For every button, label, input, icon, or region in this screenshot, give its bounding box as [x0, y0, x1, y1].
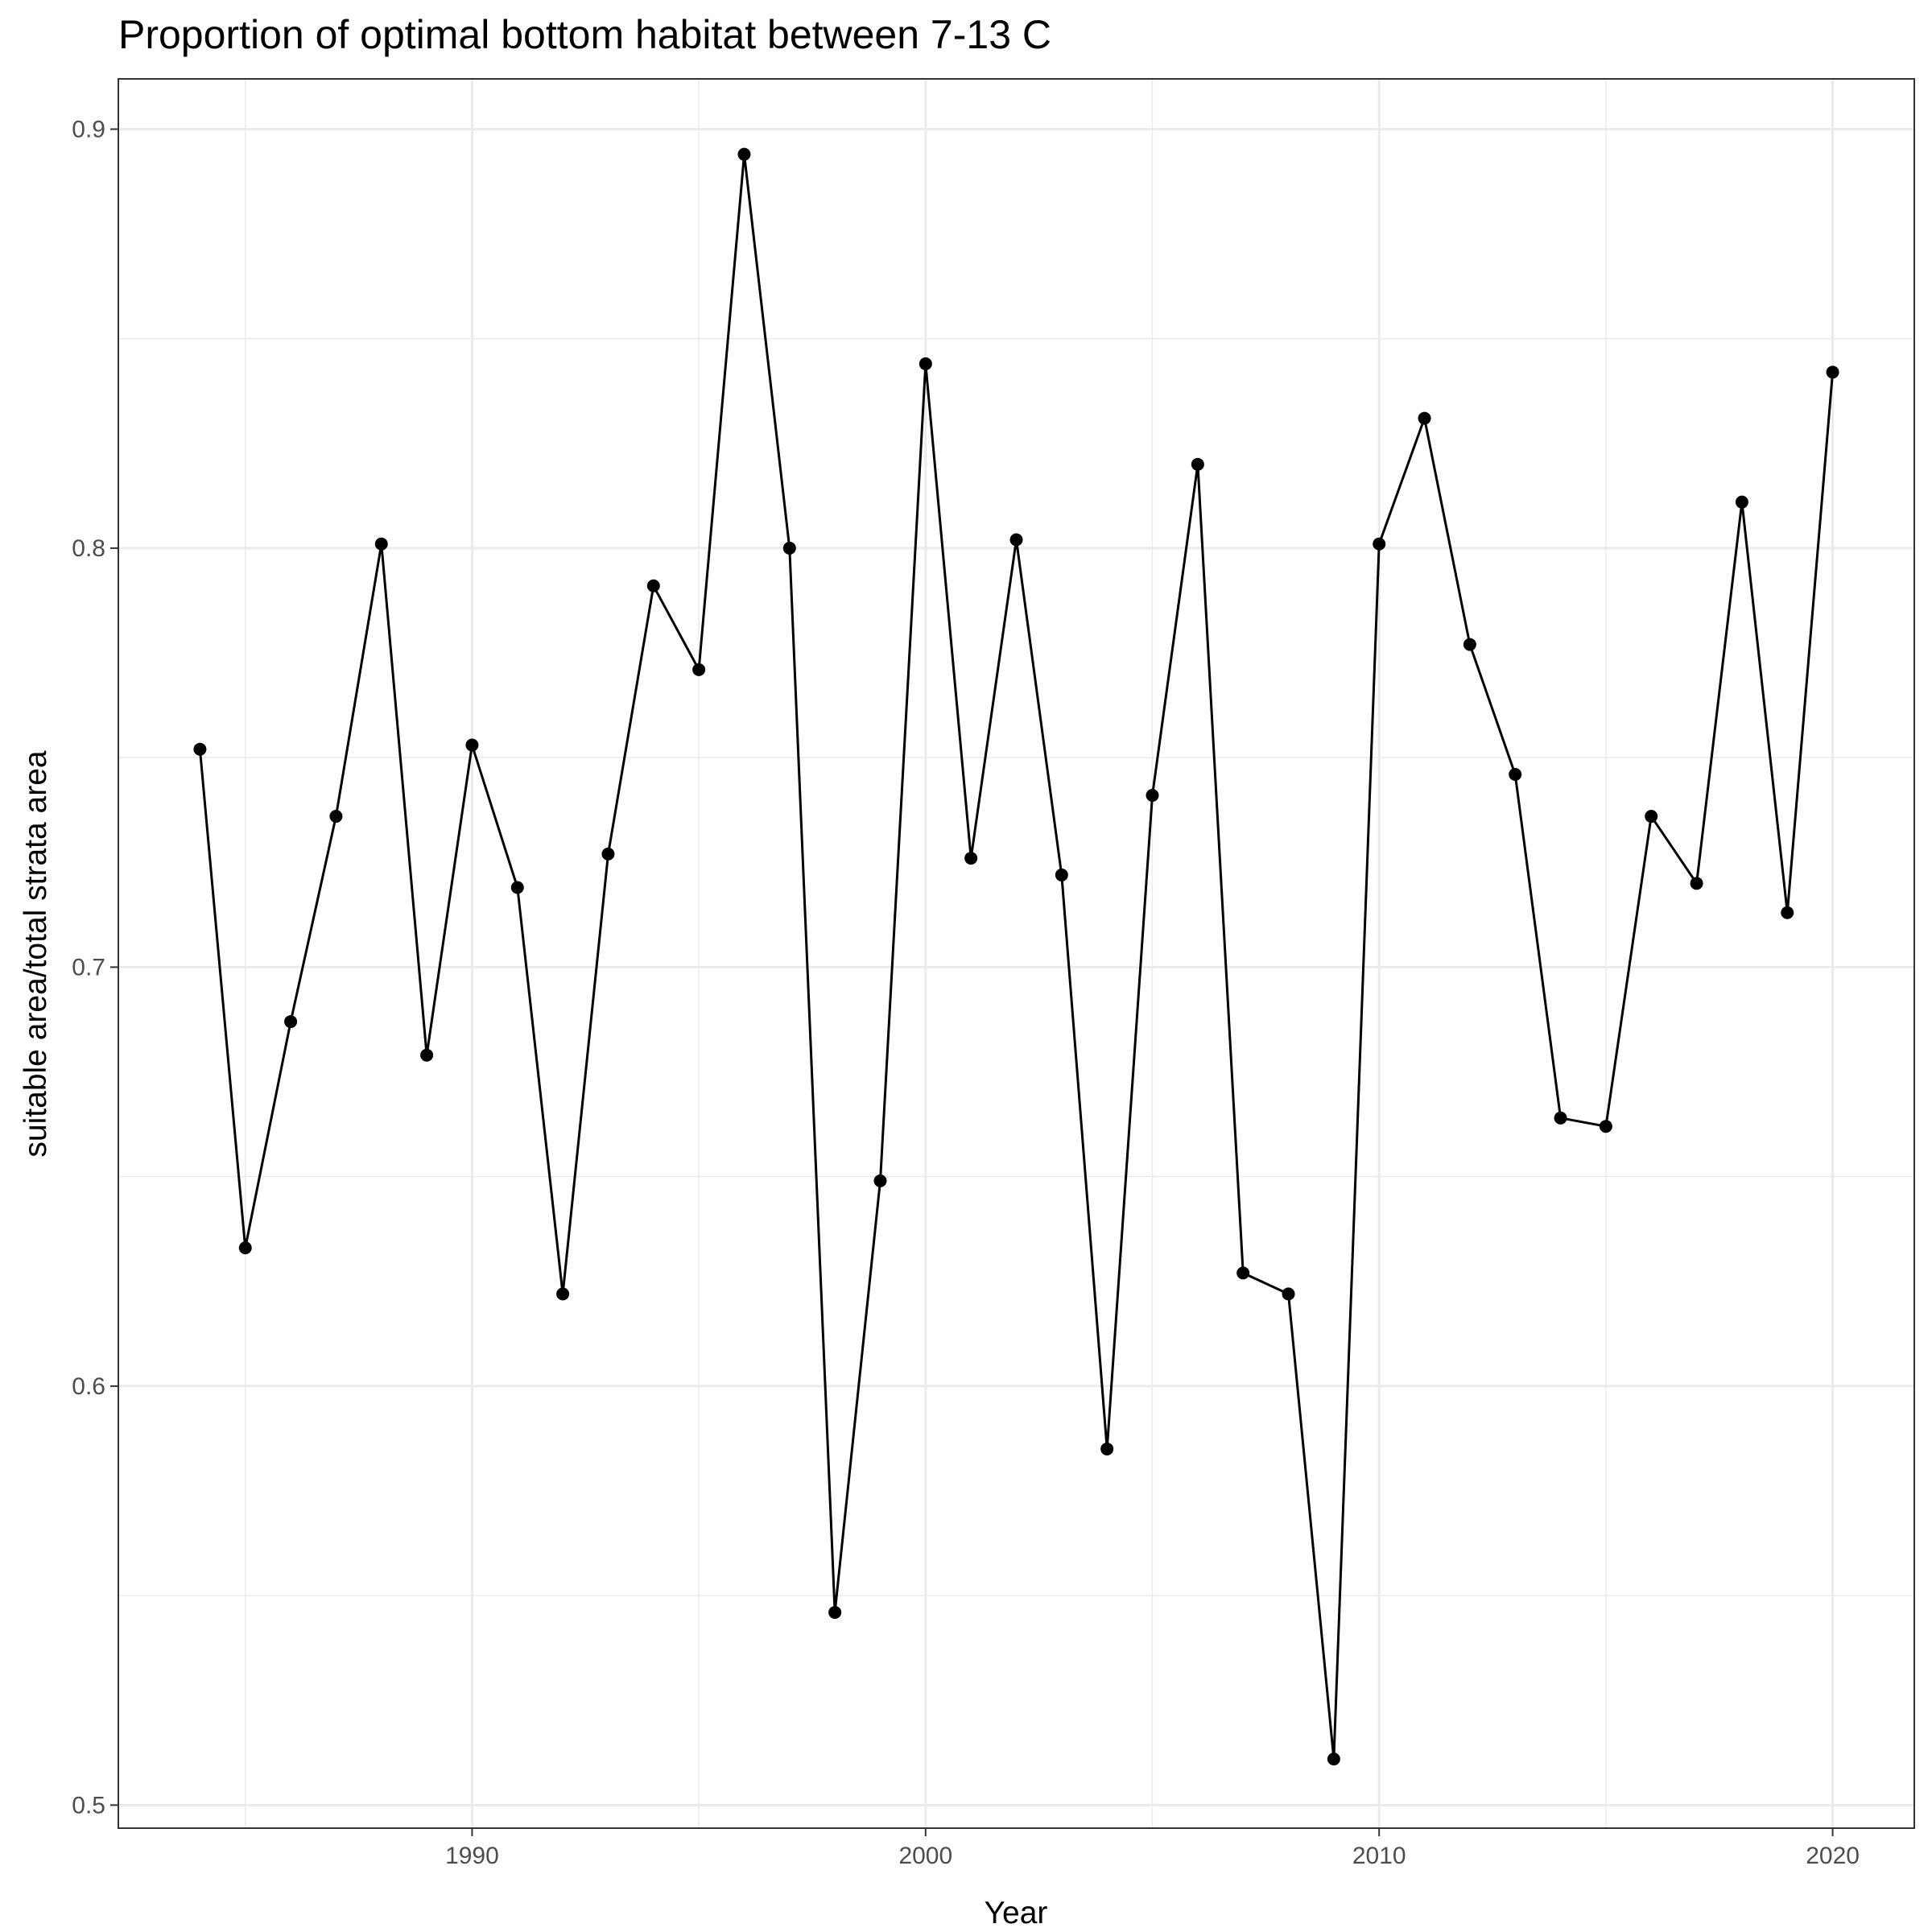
data-point — [1781, 906, 1794, 919]
minor-gridlines — [118, 79, 1914, 1828]
y-axis: 0.5 0.6 0.7 0.8 0.9 — [72, 116, 118, 1818]
data-point — [329, 810, 343, 824]
data-point — [1418, 411, 1431, 425]
x-tick-label: 2000 — [898, 1843, 952, 1869]
y-tick-label: 0.8 — [72, 535, 105, 562]
data-point — [1055, 868, 1068, 881]
data-point — [1009, 533, 1023, 547]
data-point — [1826, 365, 1839, 379]
data-point — [1327, 1752, 1340, 1766]
panel-border — [118, 78, 1915, 1829]
data-points — [193, 147, 1839, 1766]
x-tick-label: 2010 — [1352, 1843, 1406, 1869]
data-point — [1554, 1111, 1567, 1125]
data-point — [1599, 1120, 1612, 1133]
data-point — [919, 357, 932, 370]
data-point — [737, 147, 751, 161]
y-axis-title: suitable area/total strata area — [19, 750, 53, 1157]
data-point — [556, 1287, 570, 1301]
data-point — [1191, 457, 1204, 471]
x-tick-label: 2020 — [1806, 1843, 1860, 1869]
data-point — [420, 1048, 434, 1062]
y-tick-label: 0.7 — [72, 954, 105, 980]
data-point — [193, 742, 207, 756]
data-point — [284, 1015, 298, 1029]
x-axis-title: Year — [985, 1896, 1048, 1930]
x-axis: 1990 2000 2010 2020 — [445, 1828, 1860, 1869]
data-point — [1645, 810, 1658, 824]
data-point — [1373, 537, 1386, 551]
data-point — [374, 537, 388, 551]
data-point — [1690, 877, 1703, 890]
data-point — [238, 1241, 252, 1255]
data-point — [601, 847, 615, 861]
data-point — [646, 579, 660, 592]
data-point — [1100, 1442, 1114, 1455]
data-point — [1735, 495, 1748, 509]
y-tick-label: 0.5 — [72, 1792, 105, 1818]
data-point — [1509, 767, 1522, 781]
major-gridlines — [118, 79, 1914, 1828]
data-point — [1146, 789, 1159, 803]
y-tick-label: 0.6 — [72, 1373, 105, 1400]
data-point — [1463, 638, 1476, 651]
y-tick-label: 0.9 — [72, 116, 105, 142]
data-point — [873, 1174, 887, 1187]
data-point — [782, 541, 796, 555]
data-point — [1282, 1287, 1295, 1301]
chart-title: Proportion of optimal bottom habitat bet… — [118, 12, 1051, 57]
data-point — [1236, 1266, 1250, 1280]
data-point — [692, 663, 706, 676]
data-point — [828, 1605, 842, 1619]
data-point — [964, 852, 978, 865]
data-point — [510, 881, 524, 894]
x-tick-label: 1990 — [445, 1843, 499, 1869]
data-point — [465, 738, 479, 752]
